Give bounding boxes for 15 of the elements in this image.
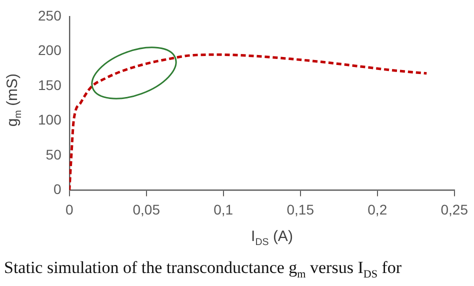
y-tick-label: 200 (38, 42, 62, 58)
x-tick-label: 0 (65, 201, 74, 218)
text: Static simulation of the transconductance g$_{m}$ versus I$_{DS}$ for (4, 258, 402, 280)
x-tick-label: 0,05 (132, 201, 160, 218)
x-axis-title: I$_{DS}$ (A) (251, 228, 293, 248)
y-tick-label: 100 (38, 112, 62, 128)
y-tick-label: 50 (46, 146, 62, 162)
y-tick-label: 250 (38, 7, 62, 24)
x-tick-label: 0,25 (440, 201, 468, 218)
y-tick-label: 0 (54, 181, 62, 198)
x-tick-label: 0,1 (214, 201, 234, 218)
x-tick-label: 0,2 (368, 201, 388, 218)
x-tick-label: 0,15 (286, 201, 314, 218)
y-tick-label: 150 (38, 76, 62, 93)
line-series (69, 53, 428, 190)
